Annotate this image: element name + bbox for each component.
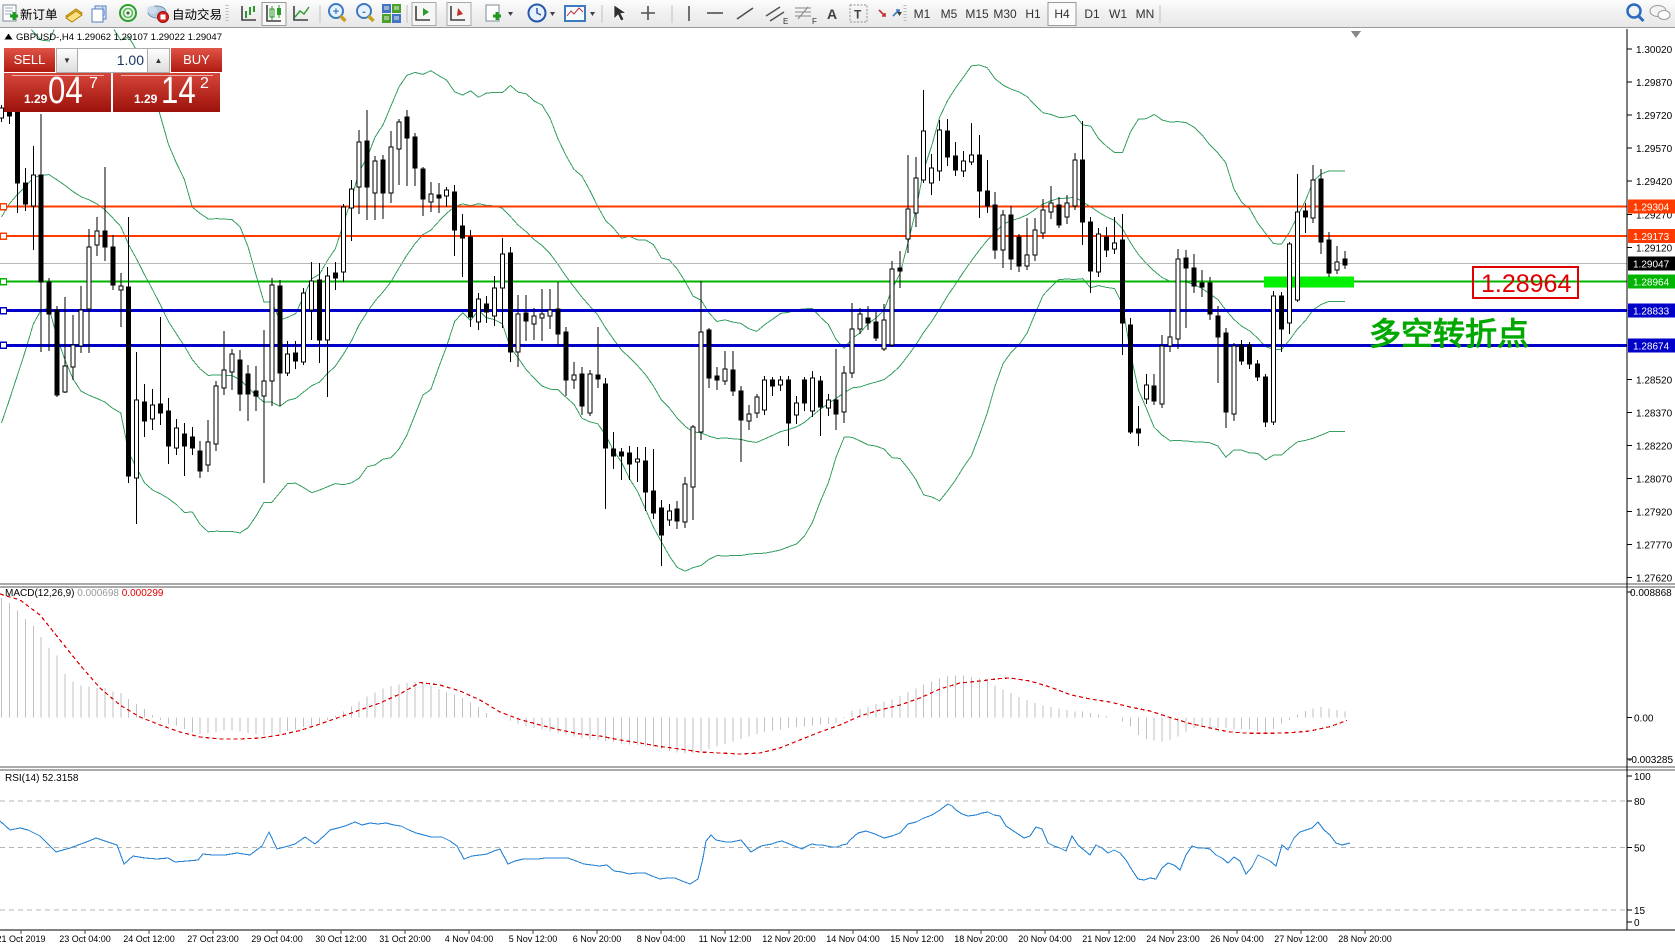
svg-text:18 Nov 20:00: 18 Nov 20:00	[954, 934, 1008, 944]
svg-text:21 Oct 2019: 21 Oct 2019	[0, 934, 46, 944]
svg-text:11 Nov 12:00: 11 Nov 12:00	[699, 934, 752, 944]
svg-text:20 Nov 04:00: 20 Nov 04:00	[1018, 934, 1072, 944]
svg-text:1.28520: 1.28520	[1636, 375, 1673, 386]
svg-text:H4: H4	[1054, 7, 1070, 21]
svg-text:+: +	[333, 6, 339, 18]
svg-text:-: -	[362, 6, 366, 18]
svg-text:W1: W1	[1109, 7, 1127, 21]
svg-text:1.28220: 1.28220	[1636, 442, 1673, 453]
svg-text:100: 100	[1634, 772, 1651, 783]
svg-text:0.008868: 0.008868	[1630, 588, 1672, 599]
svg-text:1.28070: 1.28070	[1636, 475, 1673, 486]
svg-text:1.29870: 1.29870	[1636, 78, 1673, 89]
svg-text:A: A	[827, 6, 837, 22]
svg-text:RSI(14) 52.3158: RSI(14) 52.3158	[5, 773, 79, 784]
svg-text:M5: M5	[941, 7, 958, 21]
svg-text:1.27620: 1.27620	[1636, 574, 1673, 585]
svg-text:12 Nov 20:00: 12 Nov 20:00	[762, 934, 816, 944]
svg-text:1.29120: 1.29120	[1636, 243, 1673, 254]
svg-text:31 Oct 20:00: 31 Oct 20:00	[379, 934, 431, 944]
svg-text:E: E	[783, 17, 788, 26]
svg-text:14 Nov 04:00: 14 Nov 04:00	[826, 934, 880, 944]
svg-text:0: 0	[1634, 918, 1640, 929]
svg-text:M30: M30	[993, 7, 1017, 21]
svg-text:30 Oct 12:00: 30 Oct 12:00	[315, 934, 367, 944]
svg-text:1.28370: 1.28370	[1636, 409, 1673, 420]
svg-text:1.29420: 1.29420	[1636, 177, 1673, 188]
svg-text:D1: D1	[1084, 7, 1100, 21]
svg-text:15 Nov 12:00: 15 Nov 12:00	[890, 934, 944, 944]
svg-text:F: F	[812, 17, 817, 26]
svg-text:29 Oct 04:00: 29 Oct 04:00	[251, 934, 303, 944]
svg-text:1.29173: 1.29173	[1633, 232, 1670, 243]
svg-text:M15: M15	[965, 7, 989, 21]
svg-text:1.28833: 1.28833	[1633, 307, 1670, 318]
svg-text:24 Nov 23:00: 24 Nov 23:00	[1146, 934, 1200, 944]
svg-text:-0.003285: -0.003285	[1628, 755, 1673, 766]
svg-text:1.27770: 1.27770	[1636, 541, 1673, 552]
svg-text:MN: MN	[1136, 7, 1155, 21]
svg-text:50: 50	[1634, 844, 1646, 855]
svg-text:1.28964: 1.28964	[1481, 270, 1571, 298]
svg-text:8 Nov 04:00: 8 Nov 04:00	[637, 934, 686, 944]
svg-text:27 Nov 12:00: 27 Nov 12:00	[1274, 934, 1328, 944]
svg-text:GBPUSD-,H4 1.29062 1.29107 1.: GBPUSD-,H4 1.29062 1.29107 1.29022 1.290…	[16, 32, 222, 43]
svg-text:1.28964: 1.28964	[1633, 278, 1670, 289]
svg-text:H1: H1	[1025, 7, 1041, 21]
svg-text:0.00: 0.00	[1634, 714, 1654, 725]
svg-text:23 Oct 04:00: 23 Oct 04:00	[59, 934, 111, 944]
svg-text:1.28674: 1.28674	[1633, 341, 1670, 352]
svg-text:1.29047: 1.29047	[1633, 260, 1670, 271]
svg-text:24 Oct 12:00: 24 Oct 12:00	[123, 934, 175, 944]
svg-text:21 Nov 12:00: 21 Nov 12:00	[1082, 934, 1136, 944]
svg-text:26 Nov 04:00: 26 Nov 04:00	[1210, 934, 1264, 944]
svg-text:1.29304: 1.29304	[1633, 203, 1670, 214]
svg-text:15: 15	[1634, 906, 1646, 917]
svg-text:5 Nov 12:00: 5 Nov 12:00	[509, 934, 558, 944]
svg-text:1.29270: 1.29270	[1636, 210, 1673, 221]
svg-text:1.29720: 1.29720	[1636, 111, 1673, 122]
svg-text:1.27920: 1.27920	[1636, 508, 1673, 519]
svg-text:27 Oct 23:00: 27 Oct 23:00	[187, 934, 239, 944]
svg-text:80: 80	[1634, 797, 1646, 808]
svg-text:1.29570: 1.29570	[1636, 144, 1673, 155]
svg-text:28 Nov 20:00: 28 Nov 20:00	[1338, 934, 1392, 944]
svg-text:MACD(12,26,9) 0.000698 0.00029: MACD(12,26,9) 0.000698 0.000299	[5, 588, 164, 599]
svg-text:1.30020: 1.30020	[1636, 45, 1673, 56]
svg-text:T: T	[854, 8, 862, 22]
svg-text:6 Nov 20:00: 6 Nov 20:00	[573, 934, 622, 944]
svg-text:4 Nov 04:00: 4 Nov 04:00	[445, 934, 494, 944]
svg-text:M1: M1	[914, 7, 931, 21]
